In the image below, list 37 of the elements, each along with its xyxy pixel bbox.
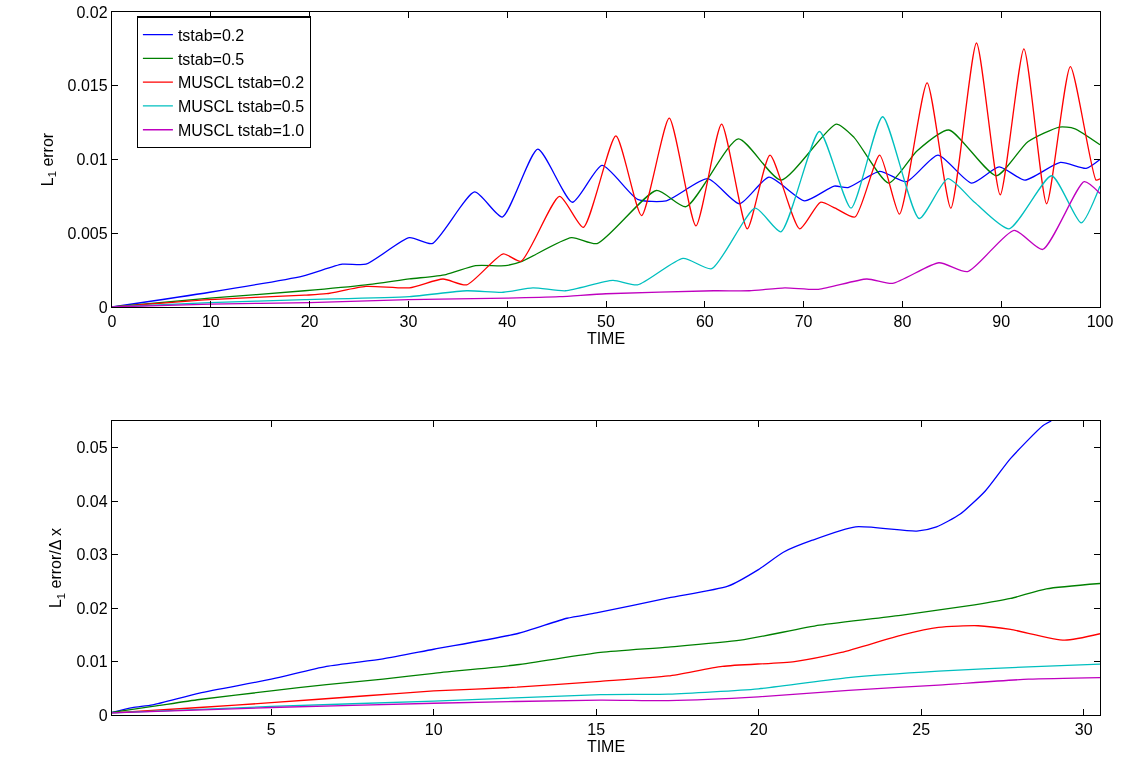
x-tick-label: 20 [749,721,768,739]
x-tick-label: 15 [587,721,606,739]
x-tick-label: 5 [266,721,276,739]
y-tick-label: 0.01 [76,151,108,169]
y-tick-label: 0 [98,706,108,724]
y-tick-label: 0.01 [76,653,108,671]
x-tick-label: 40 [498,313,517,331]
legend-label: MUSCL tstab=0.2 [177,74,305,92]
x-tick-label: 50 [597,313,615,331]
y-tick-label: 0.015 [67,77,108,95]
y-tick-label: 0.03 [76,546,108,564]
line-series [112,676,1100,714]
y-tick-label: 0.02 [76,3,108,21]
x-tick-label: 70 [794,313,813,331]
legend-label: tstab=0.2 [177,26,245,44]
x-tick-label: 10 [424,721,443,739]
line-series [112,582,1100,713]
legend-label: MUSCL tstab=0.5 [177,98,305,116]
x-axis-title: TIME [586,738,626,756]
legend-label: tstab=0.5 [177,50,245,68]
x-tick-label: 20 [300,313,319,331]
legend-label: MUSCL tstab=1.0 [177,121,305,139]
x-tick-label: 100 [1086,313,1114,331]
x-tick-label: 60 [695,313,714,331]
x-tick-label: 30 [1074,721,1093,739]
y-tick-label: 0.04 [76,492,108,510]
y-tick-label: 0.05 [76,439,108,457]
x-tick-label: 25 [912,721,931,739]
line-series [112,180,1100,307]
y-tick-label: 0.02 [76,599,108,617]
y-tick-label: 0.005 [67,224,108,242]
y-tick-label: 0 [98,298,108,316]
x-tick-label: 90 [992,313,1011,331]
x-tick-label: 30 [399,313,418,331]
x-tick-label: 80 [893,313,912,331]
x-axis-title: TIME [586,330,626,348]
x-tick-label: 10 [201,313,220,331]
